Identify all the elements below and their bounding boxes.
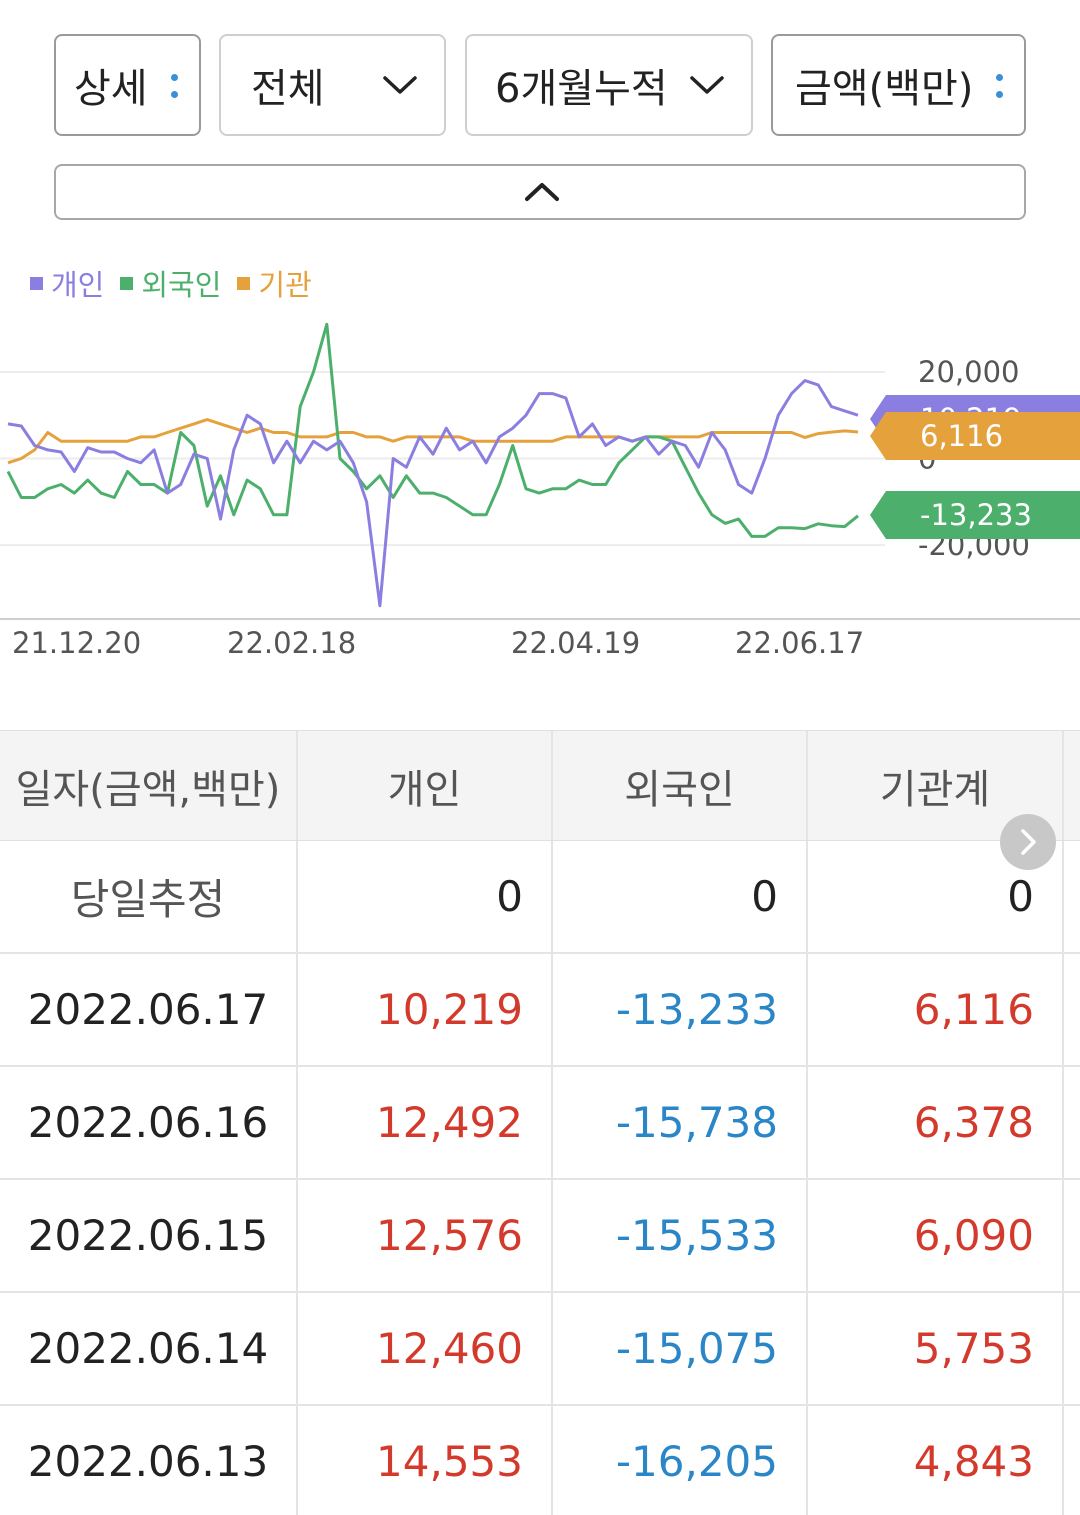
header-individual: 개인 bbox=[298, 731, 553, 840]
cell-date: 2022.06.14 bbox=[0, 1293, 298, 1404]
cell-foreign: -16,205 bbox=[553, 1406, 808, 1515]
investor-flow-chart: 20,0000-20,000 21.12.2022.02.1822.04.192… bbox=[0, 322, 1080, 660]
table-row[interactable]: 당일추정 0 0 0 bbox=[0, 841, 1080, 954]
scope-select[interactable]: 전체 bbox=[219, 34, 446, 136]
table-row[interactable]: 2022.06.16 12,492 -15,738 6,378 bbox=[0, 1067, 1080, 1180]
cell-individual: 0 bbox=[298, 841, 553, 952]
table-row[interactable]: 2022.06.14 12,460 -15,075 5,753 bbox=[0, 1293, 1080, 1406]
chart-series bbox=[6, 322, 859, 608]
unit-select-label: 금액(백만) bbox=[795, 66, 974, 112]
x-tick-label: 21.12.20 bbox=[12, 626, 141, 660]
chevron-up-icon bbox=[525, 183, 559, 201]
chevron-down-icon bbox=[690, 76, 724, 94]
period-select-label: 6개월누적 bbox=[495, 66, 668, 112]
period-select[interactable]: 6개월누적 bbox=[465, 34, 753, 136]
table-row[interactable]: 2022.06.15 12,576 -15,533 6,090 bbox=[0, 1180, 1080, 1293]
cell-foreign: 0 bbox=[553, 841, 808, 952]
legend-swatch bbox=[120, 276, 134, 290]
last-value-flag-foreign: -13,233 bbox=[870, 491, 1080, 539]
cell-date: 2022.06.16 bbox=[0, 1067, 298, 1178]
chart-legend: 개인 외국인 기관 bbox=[30, 262, 312, 304]
scope-select-label: 전체 bbox=[251, 66, 325, 112]
last-value-flag-institution: 6,116 bbox=[870, 412, 1080, 460]
cell-individual: 12,460 bbox=[298, 1293, 553, 1404]
table-header-row: 일자(금액,백만) 개인 외국인 기관계 bbox=[0, 730, 1080, 841]
cell-foreign: -13,233 bbox=[553, 954, 808, 1065]
legend-swatch bbox=[30, 276, 43, 290]
legend-label: 외국인 bbox=[141, 268, 222, 302]
cell-date: 2022.06.15 bbox=[0, 1180, 298, 1291]
chart-grid bbox=[0, 370, 885, 547]
legend-label: 기관 bbox=[258, 268, 312, 302]
table-row[interactable]: 2022.06.13 14,553 -16,205 4,843 bbox=[0, 1406, 1080, 1515]
cell-foreign: -15,533 bbox=[553, 1180, 808, 1291]
flag-value: 6,116 bbox=[920, 419, 1004, 453]
cell-individual: 10,219 bbox=[298, 954, 553, 1065]
table-body: 당일추정 0 0 0 2022.06.17 10,219 -13,233 6,116 2022.… bbox=[0, 841, 1080, 1515]
x-tick-label: 22.06.17 bbox=[735, 626, 864, 660]
cell-institution: 4,843 bbox=[808, 1406, 1064, 1515]
cell-individual: 14,553 bbox=[298, 1406, 553, 1515]
legend-item-individual[interactable]: 개인 bbox=[30, 262, 104, 304]
chevron-right-icon bbox=[1021, 829, 1036, 855]
cell-institution: 5,753 bbox=[808, 1293, 1064, 1404]
view-select-label: 상세 bbox=[74, 66, 148, 112]
flag-value: -13,233 bbox=[920, 498, 1032, 532]
series-line bbox=[7, 418, 859, 465]
x-tick-label: 22.02.18 bbox=[227, 626, 356, 660]
table-row[interactable]: 2022.06.17 10,219 -13,233 6,116 bbox=[0, 954, 1080, 1067]
chevron-down-icon bbox=[383, 76, 417, 94]
cell-date: 당일추정 bbox=[0, 841, 298, 952]
header-institution: 기관계 bbox=[808, 731, 1064, 840]
unit-select[interactable]: 금액(백만) bbox=[771, 34, 1026, 136]
collapse-chart-button[interactable] bbox=[54, 164, 1026, 220]
series-line bbox=[7, 379, 859, 608]
view-select[interactable]: 상세 bbox=[54, 34, 201, 136]
x-axis-labels: 21.12.20 22.02.18 22.04.19 22.06.17 bbox=[12, 626, 864, 660]
cell-institution: 6,090 bbox=[808, 1180, 1064, 1291]
cell-institution: 6,116 bbox=[808, 954, 1064, 1065]
cell-date: 2022.06.13 bbox=[0, 1406, 298, 1515]
legend-label: 개인 bbox=[51, 268, 105, 302]
y-tick-label: 20,000 bbox=[918, 355, 1019, 389]
more-vertical-icon bbox=[996, 74, 1004, 108]
header-foreign: 외국인 bbox=[553, 731, 808, 840]
cell-foreign: -15,075 bbox=[553, 1293, 808, 1404]
investor-table: 일자(금액,백만) 개인 외국인 기관계 당일추정 0 0 0 2022.06.17 10… bbox=[0, 730, 1080, 1515]
cell-institution: 6,378 bbox=[808, 1067, 1064, 1178]
cell-institution: 0 bbox=[808, 841, 1064, 952]
more-vertical-icon bbox=[171, 74, 179, 108]
cell-date: 2022.06.17 bbox=[0, 954, 298, 1065]
legend-item-institution[interactable]: 기관 bbox=[237, 262, 312, 304]
legend-item-foreign[interactable]: 외국인 bbox=[120, 262, 221, 304]
series-line bbox=[6, 322, 859, 538]
cell-individual: 12,576 bbox=[298, 1180, 553, 1291]
x-tick-label: 22.04.19 bbox=[511, 626, 640, 660]
legend-swatch bbox=[237, 276, 251, 290]
cell-individual: 12,492 bbox=[298, 1067, 553, 1178]
cell-foreign: -15,738 bbox=[553, 1067, 808, 1178]
scroll-right-button[interactable] bbox=[1000, 814, 1056, 870]
header-date: 일자(금액,백만) bbox=[0, 731, 298, 840]
